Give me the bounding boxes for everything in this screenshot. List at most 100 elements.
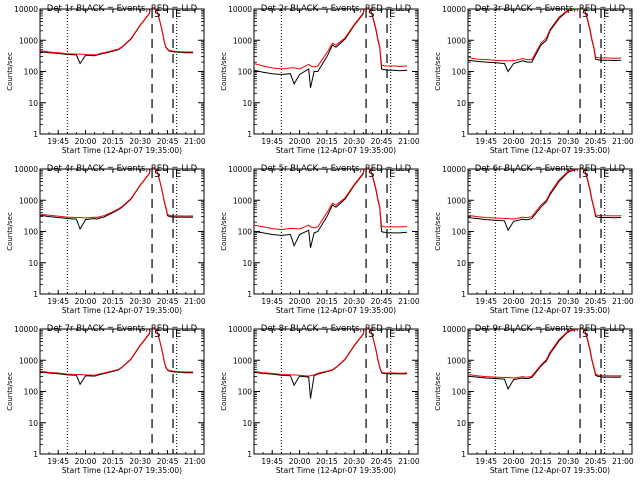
y-tick-label: 100 bbox=[24, 68, 39, 77]
x-tick-label: 20:15 bbox=[530, 137, 552, 146]
y-tick-label: 1 bbox=[33, 290, 38, 299]
y-tick-label: 1000 bbox=[447, 356, 466, 365]
marker-label-e: E bbox=[389, 9, 395, 20]
y-tick-label: 100 bbox=[238, 68, 253, 77]
x-tick-label: 21:00 bbox=[398, 297, 420, 306]
x-tick-label: 20:45 bbox=[585, 297, 607, 306]
plot-frame bbox=[253, 8, 419, 135]
x-tick-label: 20:30 bbox=[129, 137, 151, 146]
x-tick-label: 20:30 bbox=[129, 297, 151, 306]
x-tick-label: 19:45 bbox=[475, 297, 497, 306]
x-tick-label: 20:15 bbox=[102, 297, 124, 306]
x-tick-label: 19:45 bbox=[261, 297, 283, 306]
y-axis-label: Counts/sec bbox=[220, 52, 228, 91]
x-tick-label: 20:15 bbox=[102, 457, 124, 466]
data-layer bbox=[254, 169, 408, 248]
y-axis-label: Counts/sec bbox=[220, 212, 228, 251]
y-tick-label: 1000 bbox=[233, 36, 252, 45]
marker-label-s: S bbox=[582, 329, 588, 340]
y-tick-label: 100 bbox=[238, 388, 253, 397]
series-line-lld bbox=[468, 329, 622, 379]
series-line-lld bbox=[40, 329, 194, 376]
plot-frame bbox=[467, 328, 633, 455]
x-tick-label: 20:00 bbox=[503, 297, 525, 306]
x-tick-label: 21:00 bbox=[398, 137, 420, 146]
y-axis-label: Counts/sec bbox=[434, 372, 442, 411]
plot-frame bbox=[253, 328, 419, 455]
x-tick-label: 21:00 bbox=[184, 457, 206, 466]
y-axis-label: Counts/sec bbox=[6, 372, 14, 411]
y-tick-label: 1000 bbox=[19, 196, 38, 205]
marker-label-e: E bbox=[389, 329, 395, 340]
x-axis-label: Start Time (12-Apr-07 19:35:00) bbox=[490, 466, 610, 475]
y-tick-label: 1 bbox=[461, 290, 466, 299]
x-tick-label: 20:00 bbox=[289, 297, 311, 306]
marker-label-s: S bbox=[368, 329, 374, 340]
x-axis-label: Start Time (12-Apr-07 19:35:00) bbox=[276, 146, 396, 155]
y-tick-label: 1 bbox=[461, 130, 466, 139]
y-tick-label: 10 bbox=[456, 419, 466, 428]
x-tick-label: 20:00 bbox=[289, 457, 311, 466]
x-tick-label: 20:30 bbox=[557, 457, 579, 466]
y-tick-label: 10000 bbox=[442, 325, 466, 334]
y-axis-label: Counts/sec bbox=[434, 52, 442, 91]
plot-frame bbox=[39, 168, 205, 295]
y-tick-label: 10 bbox=[28, 259, 38, 268]
x-tick-label: 20:30 bbox=[129, 457, 151, 466]
y-tick-label: 100 bbox=[24, 228, 39, 237]
x-tick-label: 19:45 bbox=[47, 457, 69, 466]
y-tick-label: 10 bbox=[242, 259, 252, 268]
y-tick-label: 10000 bbox=[228, 165, 252, 174]
series-line-lld bbox=[40, 169, 194, 219]
x-tick-label: 19:45 bbox=[261, 137, 283, 146]
x-tick-label: 20:45 bbox=[157, 137, 179, 146]
x-axis-label: Start Time (12-Apr-07 19:35:00) bbox=[490, 146, 610, 155]
detector-panel-7: Det 7r BLACK = Events, RED = LLD11010010… bbox=[6, 324, 206, 475]
y-axis-label: Counts/sec bbox=[434, 212, 442, 251]
y-tick-label: 10 bbox=[242, 419, 252, 428]
series-line-events bbox=[468, 329, 622, 391]
x-tick-label: 20:00 bbox=[75, 457, 97, 466]
detector-panel-5: Det 5r BLACK = Events, RED = LLD11010010… bbox=[220, 164, 420, 315]
detector-panel-1: Det 1r BLACK = Events, RED = LLD11010010… bbox=[6, 4, 206, 155]
x-tick-label: 21:00 bbox=[612, 137, 634, 146]
data-layer bbox=[468, 9, 622, 73]
data-layer bbox=[254, 9, 408, 88]
x-tick-label: 20:30 bbox=[343, 297, 365, 306]
detector-panel-8: Det 8r BLACK = Events, RED = LLD11010010… bbox=[220, 324, 420, 475]
x-tick-label: 21:00 bbox=[184, 297, 206, 306]
series-line-lld bbox=[40, 9, 194, 56]
series-line-lld bbox=[254, 9, 408, 70]
x-tick-label: 20:15 bbox=[316, 297, 338, 306]
x-tick-label: 20:45 bbox=[371, 457, 393, 466]
x-axis-label: Start Time (12-Apr-07 19:35:00) bbox=[62, 146, 182, 155]
series-line-events bbox=[468, 169, 622, 232]
x-tick-label: 21:00 bbox=[612, 457, 634, 466]
marker-label-e: E bbox=[389, 169, 395, 180]
x-tick-label: 20:30 bbox=[343, 137, 365, 146]
plot-frame bbox=[39, 328, 205, 455]
x-tick-label: 19:45 bbox=[261, 457, 283, 466]
x-axis-label: Start Time (12-Apr-07 19:35:00) bbox=[276, 466, 396, 475]
x-tick-label: 20:30 bbox=[557, 297, 579, 306]
y-tick-label: 10000 bbox=[228, 5, 252, 14]
marker-label-s: S bbox=[154, 169, 160, 180]
y-tick-label: 100 bbox=[452, 228, 467, 237]
y-tick-label: 1 bbox=[247, 450, 252, 459]
series-line-lld bbox=[468, 169, 622, 220]
marker-label-s: S bbox=[368, 169, 374, 180]
marker-label-e: E bbox=[603, 329, 609, 340]
y-tick-label: 100 bbox=[238, 228, 253, 237]
y-tick-label: 100 bbox=[24, 388, 39, 397]
y-tick-label: 10000 bbox=[14, 165, 38, 174]
y-tick-label: 10000 bbox=[14, 5, 38, 14]
y-tick-label: 1000 bbox=[19, 36, 38, 45]
marker-label-e: E bbox=[175, 9, 181, 20]
marker-label-e: E bbox=[603, 169, 609, 180]
y-tick-label: 10 bbox=[456, 259, 466, 268]
detector-panel-9: Det 9r BLACK = Events, RED = LLD11010010… bbox=[434, 324, 634, 475]
y-tick-label: 1000 bbox=[447, 196, 466, 205]
x-tick-label: 20:00 bbox=[289, 137, 311, 146]
y-tick-label: 100 bbox=[452, 388, 467, 397]
x-tick-label: 21:00 bbox=[398, 457, 420, 466]
